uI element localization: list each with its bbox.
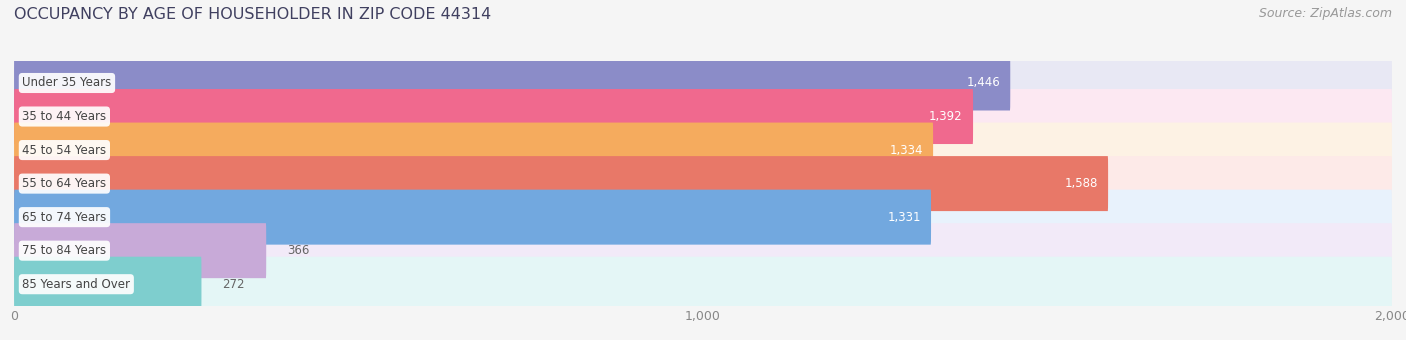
Text: 55 to 64 Years: 55 to 64 Years	[22, 177, 107, 190]
FancyBboxPatch shape	[14, 190, 931, 245]
FancyBboxPatch shape	[14, 156, 1108, 211]
FancyBboxPatch shape	[14, 89, 973, 144]
Text: 85 Years and Over: 85 Years and Over	[22, 278, 131, 291]
FancyBboxPatch shape	[14, 55, 1011, 110]
Text: 1,588: 1,588	[1064, 177, 1098, 190]
Text: 45 to 54 Years: 45 to 54 Years	[22, 143, 107, 156]
Text: 35 to 44 Years: 35 to 44 Years	[22, 110, 107, 123]
FancyBboxPatch shape	[14, 190, 1392, 245]
Text: 272: 272	[222, 278, 245, 291]
FancyBboxPatch shape	[14, 122, 934, 177]
Text: 65 to 74 Years: 65 to 74 Years	[22, 211, 107, 224]
Text: 1,392: 1,392	[929, 110, 963, 123]
Text: 366: 366	[287, 244, 309, 257]
FancyBboxPatch shape	[14, 89, 1392, 144]
Text: 1,446: 1,446	[966, 76, 1000, 89]
FancyBboxPatch shape	[14, 55, 1392, 110]
FancyBboxPatch shape	[14, 156, 1392, 211]
FancyBboxPatch shape	[14, 257, 1392, 312]
FancyBboxPatch shape	[14, 223, 1392, 278]
Text: 1,334: 1,334	[889, 143, 922, 156]
Text: OCCUPANCY BY AGE OF HOUSEHOLDER IN ZIP CODE 44314: OCCUPANCY BY AGE OF HOUSEHOLDER IN ZIP C…	[14, 7, 491, 22]
FancyBboxPatch shape	[14, 257, 201, 312]
Text: 1,331: 1,331	[887, 211, 921, 224]
Text: 75 to 84 Years: 75 to 84 Years	[22, 244, 107, 257]
FancyBboxPatch shape	[14, 122, 1392, 177]
FancyBboxPatch shape	[14, 223, 266, 278]
Text: Under 35 Years: Under 35 Years	[22, 76, 111, 89]
Text: Source: ZipAtlas.com: Source: ZipAtlas.com	[1258, 7, 1392, 20]
